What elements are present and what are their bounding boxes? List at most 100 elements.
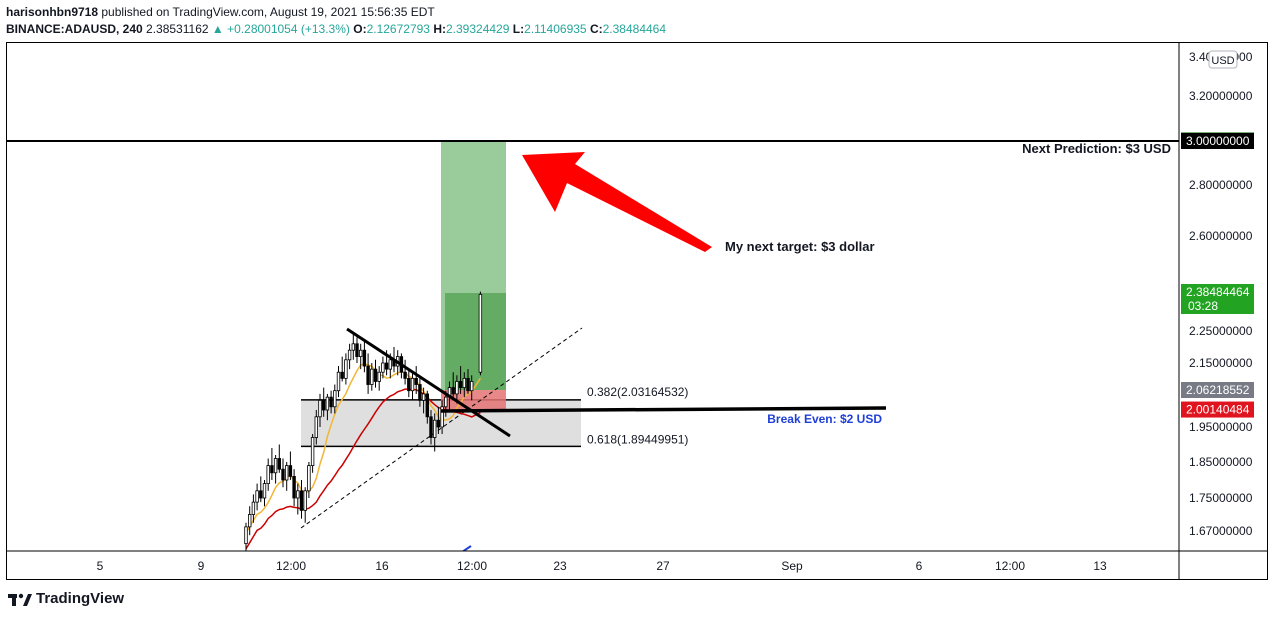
price-tag-label: 3.00000000 [1186,134,1250,148]
candle-body [407,377,411,392]
candle-body [277,458,281,470]
candle-body [410,377,415,392]
y-tick-label: 1.95000000 [1189,420,1253,434]
indicator-segment [461,545,472,551]
fib-618-label: 0.618(1.89449951) [587,432,688,446]
candle-body [303,490,307,511]
candle-body [362,349,367,367]
x-tick-label: 12:00 [276,559,306,573]
candle-body [266,465,270,485]
candle-body [418,384,422,401]
price-change: +0.28001054 (+13.3%) [227,22,350,36]
descending-trendline [346,327,511,438]
candle-body [251,501,256,515]
candle-body [455,381,459,395]
candle-body [421,393,426,401]
dashed-trendline [300,327,583,529]
x-tick-label: 13 [1093,559,1107,573]
candle-body [270,465,274,474]
candle-body [451,387,455,395]
candle-body [333,390,337,408]
candle-body [247,514,252,528]
candle-body [281,468,285,481]
candle-body [466,377,470,392]
currency-label: USD [1211,55,1234,67]
x-tick-label: 16 [375,559,389,573]
price-tag-label: 2.06218552 [1186,383,1250,397]
candle-body [384,362,389,370]
candle-body [436,419,441,428]
candle-body [370,368,374,385]
candle-body [310,437,315,467]
close-label: C: [589,22,603,36]
break-even-label: Break Even: $2 USD [767,412,882,426]
candle-body [358,349,363,358]
candle-body [425,393,429,418]
ohlc-legend: BINANCE:ADAUSD, 240 2.38531162 ▲ +0.2800… [6,22,666,36]
high-value: 2.39324429 [446,22,510,36]
x-tick-label: 9 [198,559,205,573]
candle-body [388,359,392,370]
candle-body [318,399,322,418]
candle-body [462,377,466,388]
brand-name: TradingView [36,590,125,607]
publish-text: published on TradingView.com, August 19,… [101,5,435,19]
candle-body [381,362,385,373]
candle-body [321,399,326,411]
chart-frame [6,42,1268,580]
candle-body [336,371,341,392]
plot-area [244,141,887,551]
price-tag [1181,133,1254,149]
y-tick-label: 1.67000000 [1189,524,1253,538]
candle-body [403,371,407,379]
candle-body [255,490,259,503]
y-tick-label: 2.25000000 [1189,324,1253,338]
x-tick-label: 12:00 [995,559,1025,573]
candle-body [314,416,318,438]
next-prediction-label: Next Prediction: $3 USD [1022,141,1171,156]
price-tag [1181,284,1254,314]
candle-body [299,490,304,511]
break-even-line [440,406,887,413]
x-tick-label: 5 [97,559,104,573]
tradingview-logo[interactable]: TradingView [8,590,124,607]
publish-info: harisonhbn9718 published on TradingView.… [6,5,435,19]
candle-body [458,381,463,388]
low-value: 2.11406935 [524,22,587,36]
candle-body [440,406,444,428]
price-tag-label: 2.00140484 [1186,403,1250,417]
y-tick-label: 3.20000000 [1189,89,1253,103]
candle-body [414,377,418,385]
last-price: 2.38531162 [146,22,209,36]
candle-body [478,293,483,373]
candle-body [288,465,293,477]
x-tick-label: 6 [916,559,923,573]
author-name: harisonhbn9718 [6,5,99,19]
candle-body [355,343,359,357]
candle-body [377,371,381,382]
candle-body [244,526,248,545]
candle-body [429,416,433,438]
price-tag-label: 2.38484464 [1186,285,1250,299]
x-tick-label: 12:00 [457,559,487,573]
x-tick-label: Sep [781,559,803,573]
ma-slow-line [245,388,481,550]
high-label: H: [433,22,446,36]
arrow-icon [522,152,712,252]
x-tick-label: 27 [656,559,670,573]
close-value: 2.38484464 [602,22,667,36]
y-tick-label: 2.80000000 [1189,178,1253,192]
low-label: L: [512,22,525,36]
candle-body [351,343,355,351]
fib-382-label: 0.382(2.03164532) [587,385,688,399]
currency-badge [1208,50,1238,69]
candle-body [432,419,437,438]
filled-profit-zone [445,293,506,391]
open-label: O: [353,22,367,36]
price-tag [1181,382,1254,398]
candle-body [347,349,352,361]
candle-body [340,371,344,379]
up-triangle-icon: ▲ [211,22,224,36]
y-tick-label: 1.85000000 [1189,455,1253,469]
